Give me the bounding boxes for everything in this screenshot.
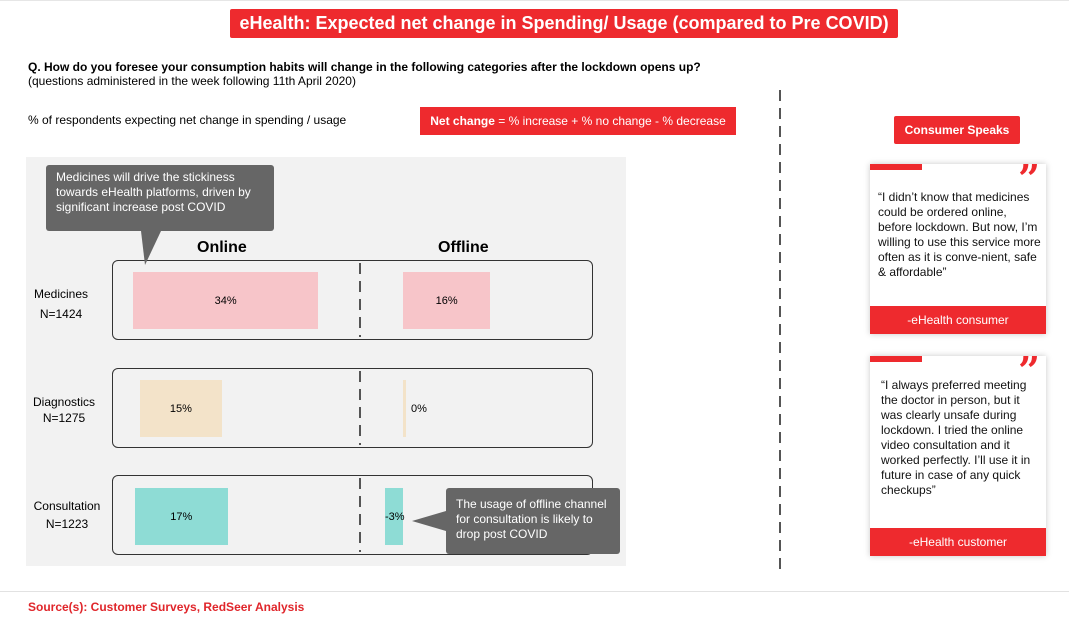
category-label-consultation: Consultation N=1223 bbox=[30, 498, 104, 532]
category-sample-size: N=1275 bbox=[42, 411, 86, 425]
category-label-diagnostics: Diagnostics N=1275 bbox=[30, 394, 98, 426]
column-header-offline: Offline bbox=[438, 239, 489, 256]
quote-accent-bar bbox=[870, 356, 922, 362]
quote-mark-icon: ” bbox=[1018, 156, 1040, 201]
consumer-speaks-heading: Consumer Speaks bbox=[894, 116, 1020, 144]
bar-offline-diagnostics bbox=[403, 380, 406, 437]
top-divider bbox=[0, 0, 1069, 1]
callout-medicines: Medicines will drive the stickiness towa… bbox=[46, 165, 274, 231]
quote-text: “I always preferred meeting the doctor i… bbox=[881, 378, 1031, 497]
bottom-divider bbox=[0, 591, 1069, 592]
survey-question-note: (questions administered in the week foll… bbox=[28, 74, 356, 88]
net-change-bold: Net change bbox=[430, 114, 495, 128]
bar-label-online-consultation: 17% bbox=[170, 510, 193, 523]
bar-label-online-diagnostics: 15% bbox=[169, 402, 192, 415]
bar-online-consultation bbox=[135, 488, 228, 545]
quote-accent-bar bbox=[870, 164, 922, 170]
row-divider-medicines bbox=[359, 263, 361, 337]
category-sample-size: N=1424 bbox=[39, 307, 83, 321]
row-box-medicines bbox=[112, 260, 593, 340]
bar-label-offline-consultation: -3% bbox=[385, 510, 405, 523]
section-divider bbox=[779, 90, 781, 574]
category-label-medicines: Medicines N=1424 bbox=[30, 286, 92, 322]
category-name: Medicines bbox=[33, 287, 89, 301]
quote-card-2: ” “I always preferred meeting the doctor… bbox=[870, 348, 1046, 556]
row-divider-consultation bbox=[359, 478, 361, 552]
category-sample-size: N=1223 bbox=[45, 517, 89, 531]
bar-online-medicines bbox=[133, 272, 319, 329]
category-name: Diagnostics bbox=[32, 395, 96, 409]
quote-source: -eHealth customer bbox=[870, 528, 1046, 556]
quote-card-1: ” “I didn’t know that medicines could be… bbox=[870, 156, 1046, 334]
category-name: Consultation bbox=[33, 499, 101, 513]
bar-label-offline-diagnostics: 0% bbox=[411, 402, 427, 415]
row-box-diagnostics bbox=[112, 368, 593, 448]
row-divider-diagnostics bbox=[359, 371, 361, 445]
respondents-label: % of respondents expecting net change in… bbox=[28, 113, 347, 127]
quote-mark-icon: ” bbox=[1018, 348, 1040, 393]
page-title: eHealth: Expected net change in Spending… bbox=[230, 9, 898, 38]
net-change-formula: = % increase + % no change - % decrease bbox=[494, 114, 726, 128]
source-note: Source(s): Customer Surveys, RedSeer Ana… bbox=[28, 600, 305, 614]
bar-label-online-medicines: 34% bbox=[214, 294, 237, 307]
bar-label-offline-medicines: 16% bbox=[435, 294, 458, 307]
bar-online-diagnostics bbox=[140, 380, 222, 437]
quote-text: “I didn’t know that medicines could be o… bbox=[878, 190, 1041, 279]
survey-question: Q. How do you foresee your consumption h… bbox=[28, 60, 701, 74]
bar-offline-consultation bbox=[385, 488, 403, 545]
column-header-online: Online bbox=[197, 239, 247, 256]
callout-consultation-pointer bbox=[412, 511, 446, 531]
bar-offline-medicines bbox=[403, 272, 491, 329]
net-change-definition: Net change = % increase + % no change - … bbox=[420, 107, 736, 135]
quote-source: -eHealth consumer bbox=[870, 306, 1046, 334]
callout-consultation: The usage of offline channel for consult… bbox=[446, 488, 620, 554]
